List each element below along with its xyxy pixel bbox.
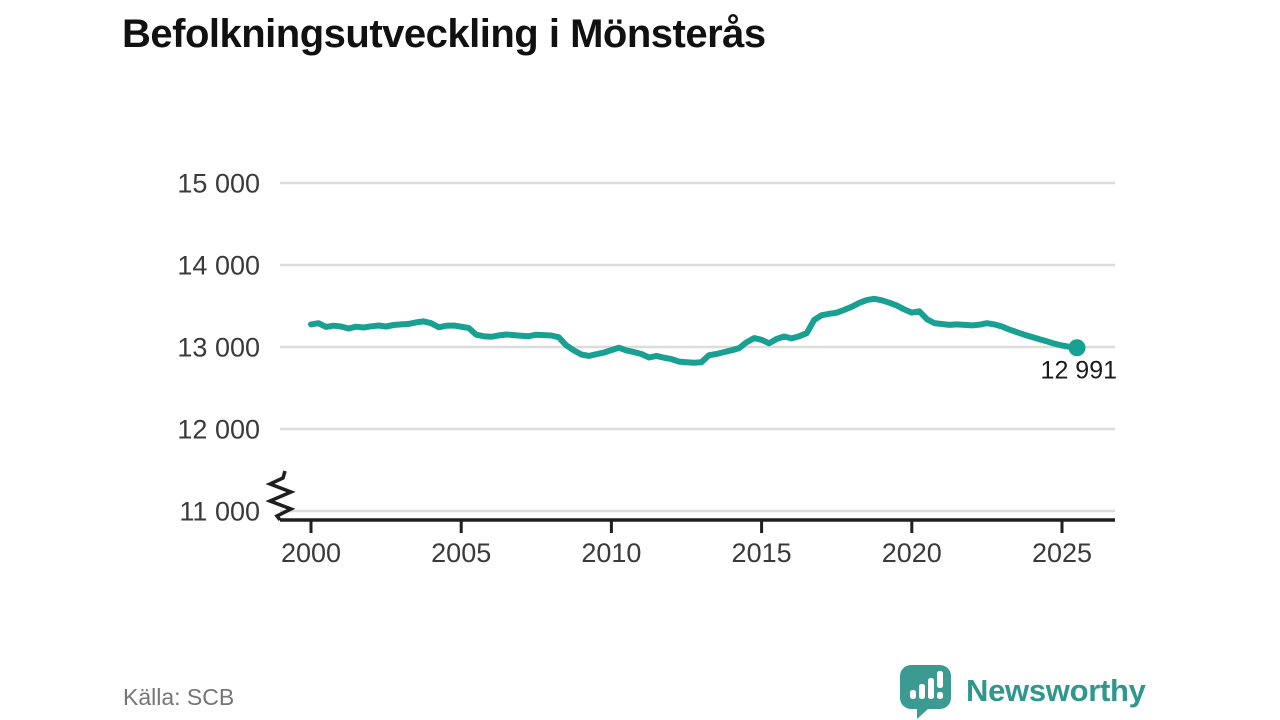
y-tick-label: 12 000 (177, 415, 260, 445)
newsworthy-logo: Newsworthy (898, 663, 1146, 719)
y-tick-label: 15 000 (177, 169, 260, 199)
axis-break-icon (265, 470, 296, 522)
x-tick-label: 2020 (882, 538, 942, 568)
newsworthy-logo-text: Newsworthy (966, 673, 1146, 708)
y-tick-label: 13 000 (177, 333, 260, 363)
y-tick-label: 14 000 (177, 251, 260, 281)
newsworthy-logo-icon (900, 665, 951, 719)
y-tick-label: 11 000 (179, 497, 260, 527)
logo-exclamation-stem (937, 671, 943, 688)
x-tick-label: 2025 (1032, 538, 1092, 568)
latest-value-label: 12 991 (1041, 357, 1117, 385)
x-tick-label: 2010 (581, 538, 641, 568)
chart-title: Befolkningsutveckling i Mönsterås (122, 12, 766, 56)
logo-bar-small (910, 690, 916, 699)
latest-value-dot (1068, 339, 1086, 357)
x-tick-label: 2005 (431, 538, 491, 568)
logo-exclamation-dot (937, 692, 943, 699)
x-tick-label: 2015 (732, 538, 792, 568)
logo-bar-large (928, 678, 934, 699)
logo-bar-medium (919, 684, 925, 699)
source-note: Källa: SCB (123, 684, 235, 710)
population-line (308, 295, 1080, 366)
population-line-chart: 11 000 12 000 13 000 14 000 15 000 2000 2005 20… (177, 169, 1117, 569)
x-tick-label: 2000 (281, 538, 341, 568)
